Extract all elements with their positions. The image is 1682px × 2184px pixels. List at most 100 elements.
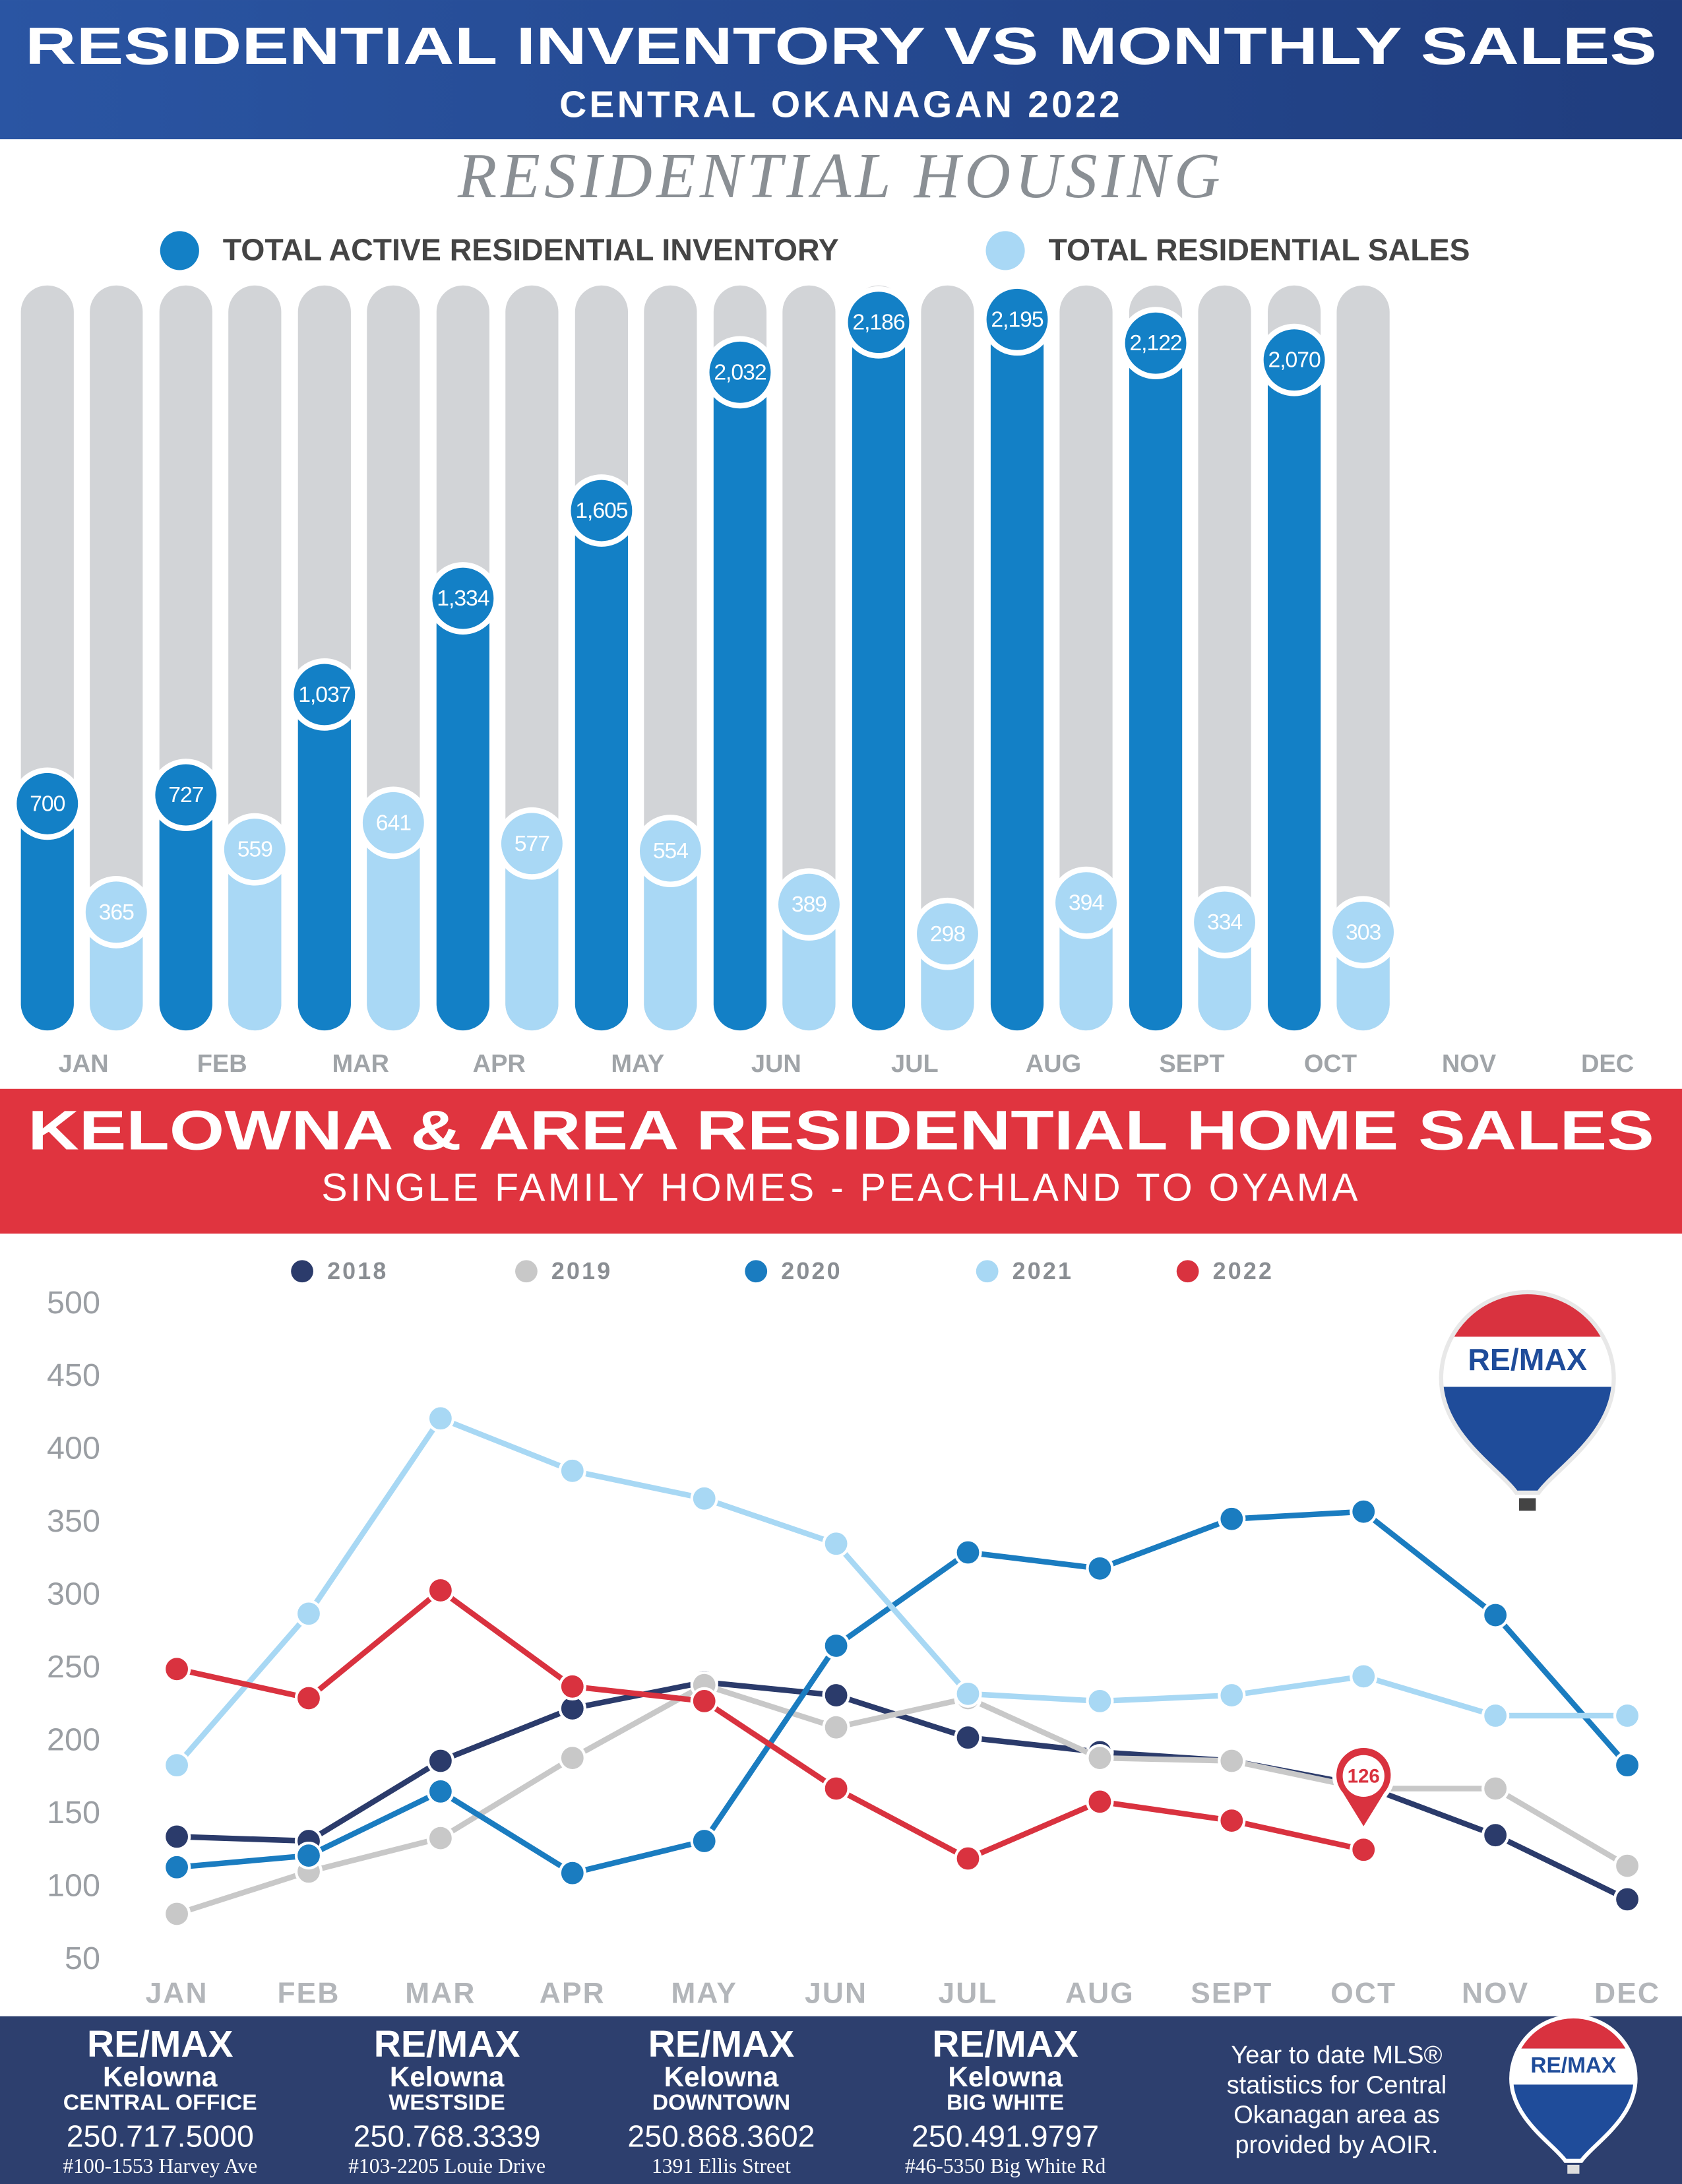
- legend-swatch: [976, 1260, 999, 1283]
- point: [426, 1404, 455, 1433]
- bar: [713, 372, 767, 1031]
- x-tick-label: FEB: [278, 1978, 340, 2010]
- point: [822, 1681, 850, 1710]
- bar-bubble: [288, 658, 361, 731]
- y-tick-label: 250: [47, 1649, 100, 1685]
- bar: [1267, 359, 1321, 1031]
- legend-label: 2022: [1213, 1258, 1274, 1284]
- bar-bubble: [426, 562, 499, 635]
- point: [1086, 1687, 1114, 1716]
- logo-text: RE/MAX: [1530, 2053, 1616, 2078]
- bar-bubble: [495, 807, 569, 880]
- balloon-outline: [1509, 2014, 1638, 2163]
- bar: [228, 849, 282, 1031]
- bar: [297, 694, 351, 1031]
- office-city: Kelowna: [948, 2061, 1063, 2092]
- bar: [575, 511, 629, 1031]
- point: [690, 1484, 718, 1513]
- point: [162, 1823, 191, 1851]
- office-city: Kelowna: [664, 2061, 779, 2092]
- line-chart-title: KELOWNA & AREA RESIDENTIAL HOME SALES: [28, 1100, 1654, 1162]
- office-brand: RE/MAX: [932, 2023, 1078, 2065]
- data-label: 334: [1207, 910, 1242, 935]
- balloon-basket: [1567, 2164, 1580, 2174]
- office-phone: 250.717.5000: [67, 2119, 254, 2154]
- bar-track: [1336, 285, 1390, 1031]
- data-label: 559: [237, 837, 272, 862]
- y-tick-label: 100: [47, 1868, 100, 1904]
- x-tick-label: JAN: [146, 1978, 208, 2010]
- footer-note: statistics for Central: [1227, 2071, 1447, 2099]
- point: [1218, 1747, 1246, 1775]
- balloon-basket: [1519, 1498, 1536, 1511]
- series-line: [174, 1416, 1628, 1767]
- office-city: Kelowna: [103, 2061, 218, 2092]
- legend-swatch: [985, 231, 1025, 270]
- footer-note: provided by AOIR.: [1235, 2131, 1438, 2159]
- point: [426, 1777, 455, 1806]
- point: [162, 1751, 191, 1780]
- bar-track: [90, 285, 143, 1031]
- y-tick-label: 400: [47, 1431, 100, 1466]
- point: [1613, 1751, 1642, 1780]
- data-label: 577: [514, 831, 549, 856]
- bar: [159, 795, 212, 1031]
- office-branch: CENTRAL OFFICE: [63, 2090, 257, 2115]
- point: [954, 1844, 982, 1873]
- bar-bubble: [911, 897, 984, 970]
- bar: [436, 598, 489, 1031]
- x-tick-label: APR: [540, 1978, 606, 2010]
- y-tick-label: 300: [47, 1576, 100, 1612]
- bar-track: [782, 285, 836, 1031]
- point: [1481, 1701, 1510, 1730]
- bar-chart-title: RESIDENTIAL HOUSING: [457, 140, 1224, 212]
- x-tick-label: DEC: [1594, 1978, 1660, 2010]
- bar-bubble: [149, 759, 222, 832]
- point: [822, 1774, 850, 1803]
- x-tick-label: DEC: [1581, 1050, 1634, 1078]
- series-line: [176, 1509, 1630, 1876]
- office-brand: RE/MAX: [374, 2023, 520, 2065]
- legend-swatch: [745, 1260, 768, 1283]
- point: [1218, 1806, 1246, 1835]
- bar: [990, 319, 1044, 1031]
- line-chart-subtitle: SINGLE FAMILY HOMES - PEACHLAND TO OYAMA: [321, 1165, 1360, 1209]
- balloon-band: [1441, 1336, 1614, 1387]
- balloon-band: [1511, 2048, 1636, 2085]
- point: [954, 1724, 982, 1752]
- data-label: 2,195: [991, 307, 1043, 332]
- x-tick-label: MAR: [405, 1978, 476, 2010]
- data-label: 2,122: [1129, 330, 1181, 356]
- bar-bubble: [1326, 896, 1400, 969]
- data-label: 303: [1346, 920, 1381, 945]
- page-subtitle: CENTRAL OKANAGAN 2022: [559, 84, 1123, 126]
- point: [162, 1853, 191, 1881]
- legend-swatch: [291, 1260, 313, 1283]
- bar-bubble: [772, 868, 846, 941]
- data-label: 2,070: [1268, 348, 1320, 373]
- x-tick-label: AUG: [1065, 1978, 1135, 2010]
- legend-label: 2020: [781, 1258, 842, 1284]
- bar-bubble: [1188, 886, 1261, 958]
- point: [1086, 1554, 1114, 1582]
- x-tick-label: NOV: [1442, 1050, 1497, 1078]
- footer-note: Year to date MLS®: [1231, 2042, 1442, 2069]
- point: [1218, 1681, 1246, 1710]
- data-label: 727: [168, 782, 203, 807]
- logo-balloon: RE/MAX: [1439, 1290, 1616, 1511]
- bar-bubble: [357, 786, 430, 859]
- x-tick-label: SEPT: [1159, 1050, 1224, 1078]
- x-tick-label: NOV: [1462, 1978, 1529, 2010]
- point: [954, 1679, 982, 1708]
- bar-bubble: [1119, 307, 1192, 380]
- bar-bubble: [981, 283, 1053, 356]
- x-tick-label: MAY: [611, 1050, 664, 1078]
- point: [1613, 1701, 1642, 1730]
- point: [1613, 1885, 1642, 1914]
- bar-track: [921, 285, 974, 1031]
- point: [1350, 1836, 1378, 1864]
- bar: [644, 851, 697, 1031]
- office-branch: WESTSIDE: [389, 2090, 505, 2115]
- page-title: RESIDENTIAL INVENTORY VS MONTHLY SALES: [25, 16, 1657, 75]
- point: [558, 1743, 586, 1772]
